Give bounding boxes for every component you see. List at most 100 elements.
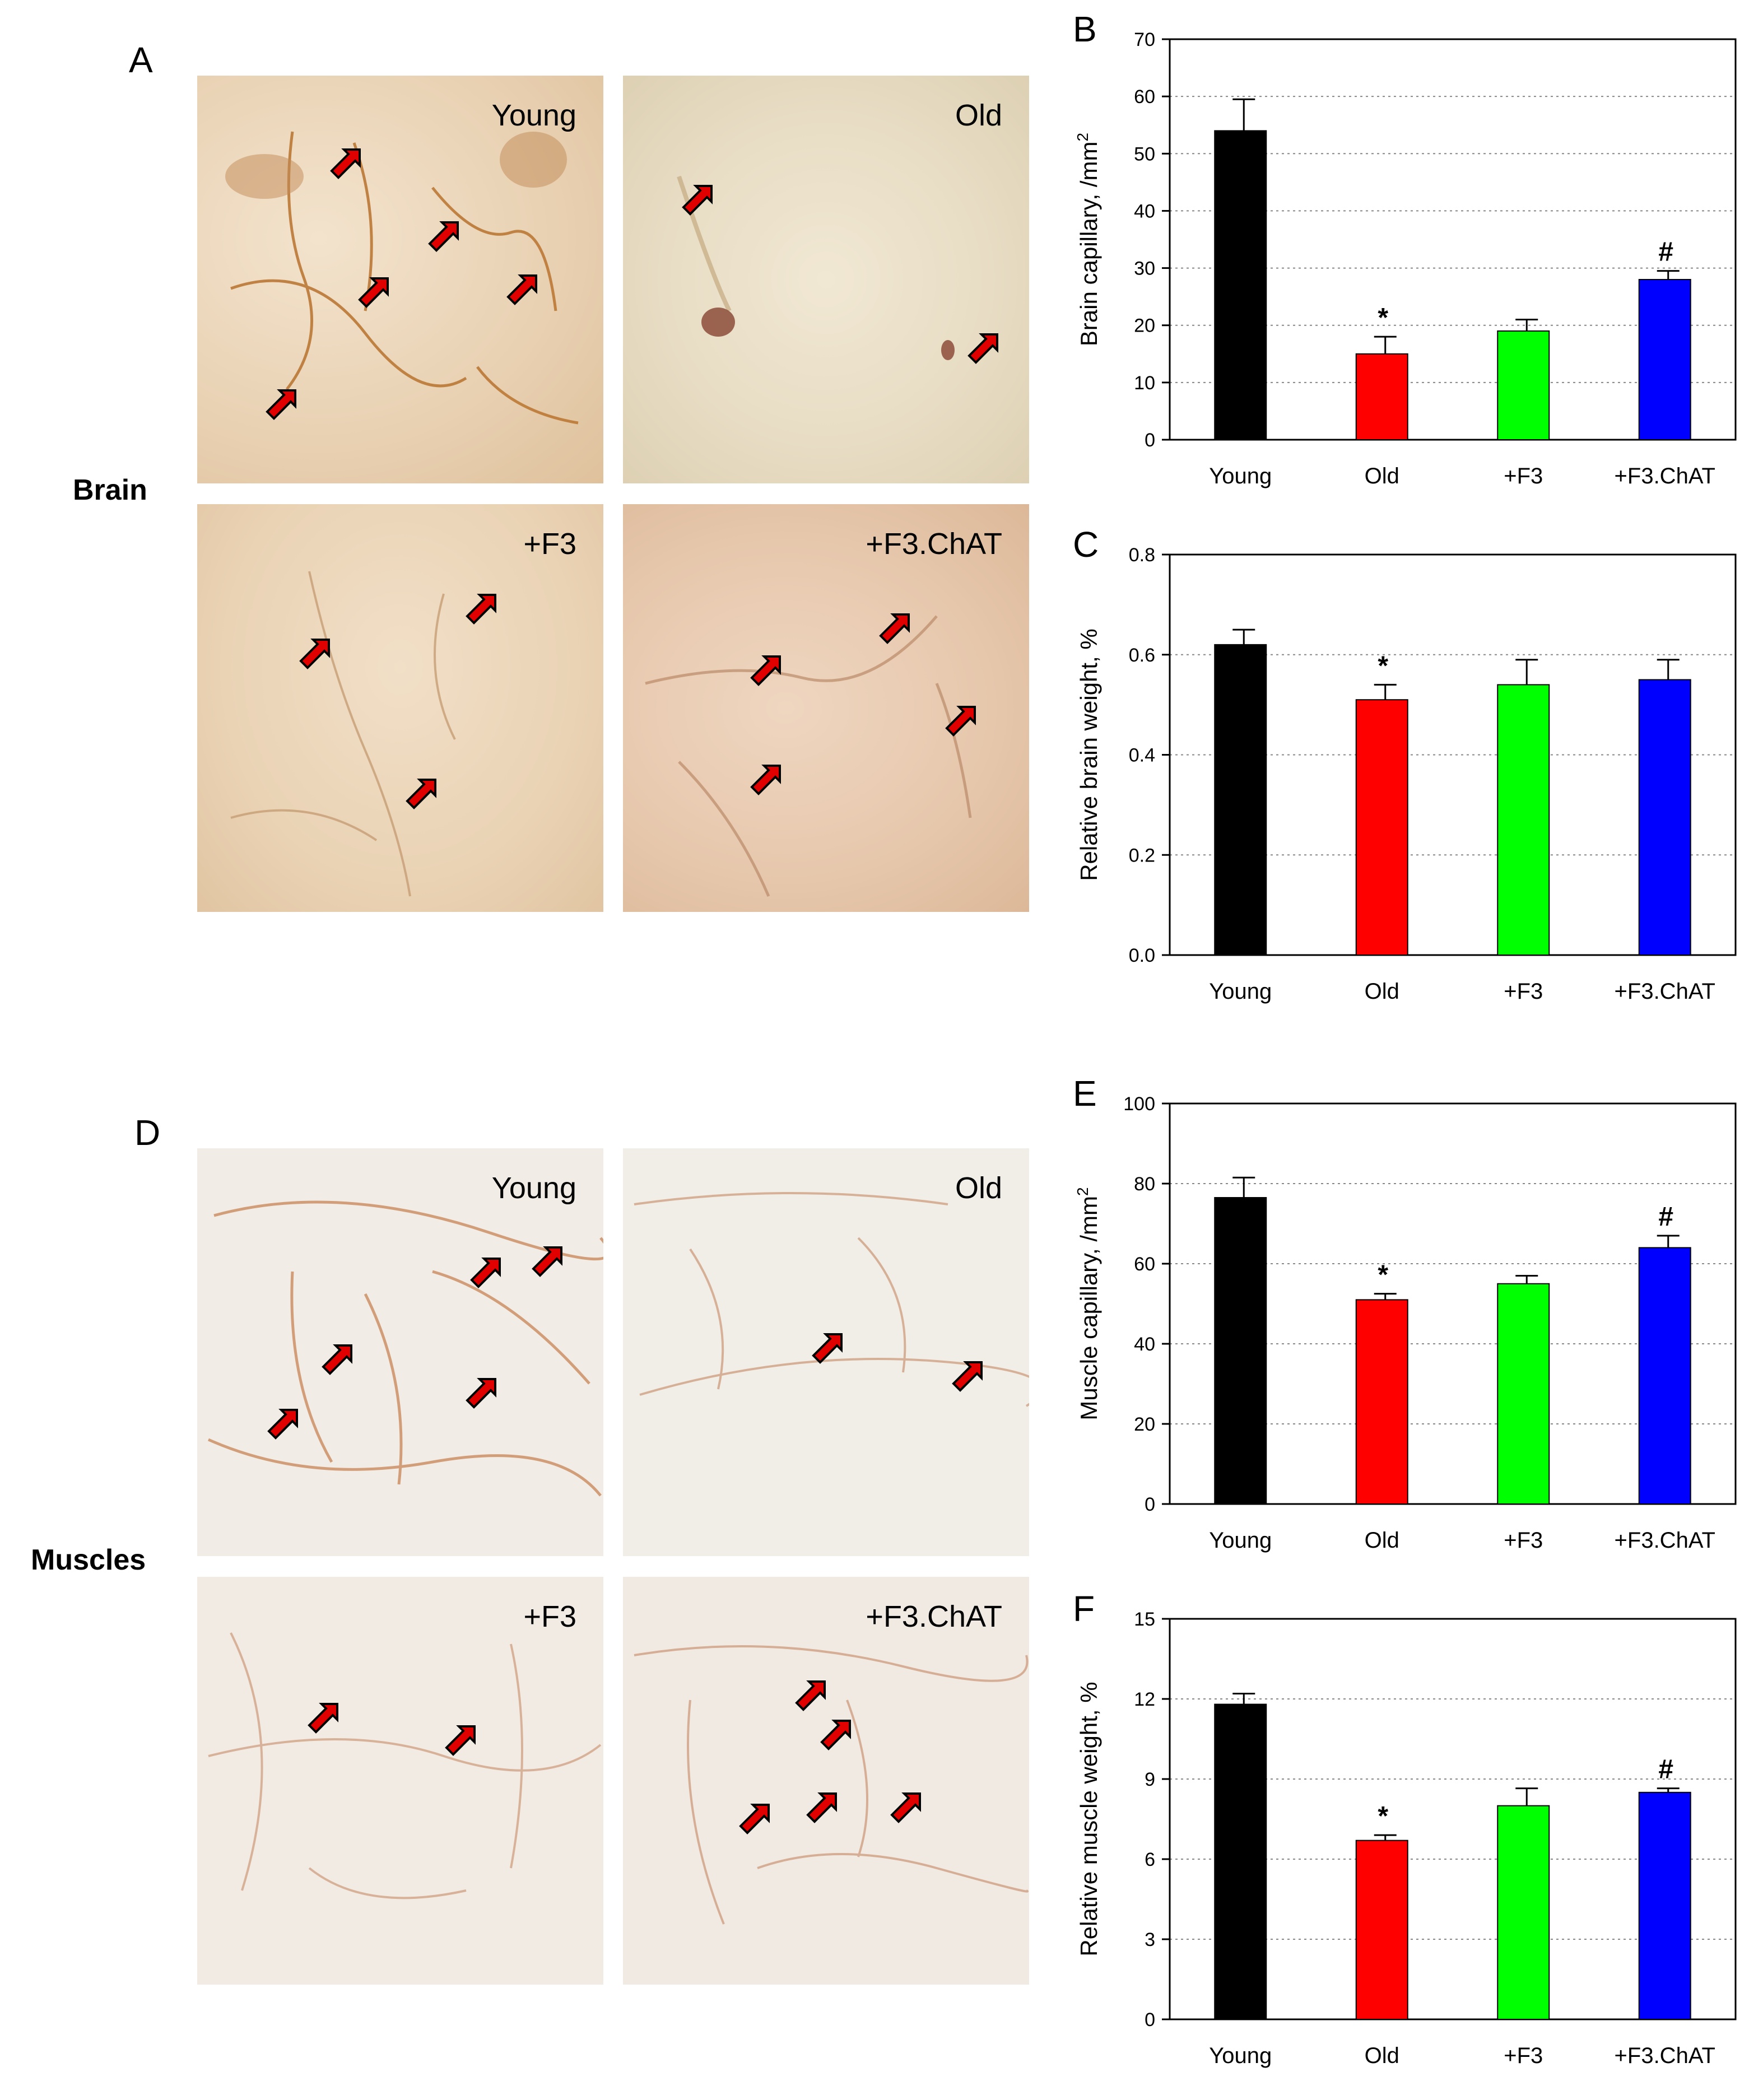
y-axis-label: Brain capillary, /mm2 [1074,133,1102,346]
significance-marker: # [1658,1755,1673,1785]
y-tick-label: 50 [1134,143,1155,165]
y-tick-label: 80 [1134,1174,1155,1195]
y-tick-label: 40 [1134,201,1155,222]
y-tick-label: 20 [1134,1414,1155,1435]
x-tick-label: +F3.ChAT [1615,1528,1715,1553]
y-tick-label: 15 [1134,1609,1155,1630]
y-tick-label: 0.8 [1129,544,1155,566]
micrograph-brain-young: Young [197,76,603,483]
tissue-texture [225,131,579,425]
micrograph-muscle-f3: +F3 [197,1577,603,1985]
bar-young [1214,644,1267,956]
y-tick-label: 40 [1134,1334,1155,1355]
panel-letter-d: D [134,1112,161,1153]
x-tick-label: +F3.ChAT [1615,979,1715,1004]
micrograph-muscle-f3chat: +F3.ChAT [623,1577,1029,1985]
bar-old [1355,699,1408,956]
x-tick-label: Young [1209,464,1272,488]
x-tick-label: +F3 [1504,2043,1543,2068]
y-tick-label: 6 [1145,1849,1155,1870]
y-tick-label: 0 [1145,1494,1155,1515]
y-tick-label: 20 [1134,315,1155,337]
y-tick-label: 0.6 [1129,645,1155,666]
tissue-texture [645,613,976,897]
x-tick-label: Young [1209,979,1272,1004]
x-tick-label: Old [1365,1528,1399,1553]
significance-marker: # [1658,238,1673,267]
bar-f3chat [1638,1791,1691,2020]
bar-young [1214,1703,1267,2020]
bar-f3chat [1638,279,1691,440]
bar-f3chat [1638,679,1691,956]
tissue-texture [230,571,496,897]
micrograph-label: Young [491,99,576,132]
bar-young [1214,1197,1267,1505]
y-tick-label: 60 [1134,1254,1155,1275]
y-tick-label: 0.4 [1129,745,1155,766]
y-tick-label: 0.2 [1129,845,1155,866]
micrograph-muscle-old: Old [623,1148,1029,1556]
bar-young [1214,130,1267,440]
micrograph-label: Old [955,1171,1002,1205]
tissue-texture [634,1645,1029,1925]
y-axis-label: Muscle capillary, /mm2 [1074,1187,1102,1420]
y-axis-label: Relative brain weight, % [1076,628,1102,881]
chart-brain-capillary: 0 10 20 30 40 50 60 70 Brain capillary, /mm2 Youn… [1074,29,1737,488]
significance-marker: * [1378,1801,1388,1831]
x-tick-label: Old [1365,2043,1399,2068]
row-label-brain: Brain [73,474,147,506]
bar-f3 [1497,684,1550,956]
bar-old [1355,1840,1408,2020]
x-tick-label: +F3 [1504,979,1543,1004]
bar-f3 [1497,1805,1550,2020]
y-tick-label: 30 [1134,258,1155,280]
x-tick-label: Young [1209,1528,1272,1553]
x-tick-label: +F3.ChAT [1615,2043,1715,2068]
chart-relative-muscle-weight: 0 3 6 9 12 15 Relative muscle weight, % Young * O… [1076,1609,1737,2068]
x-tick-label: +F3.ChAT [1615,464,1715,488]
bar-f3 [1497,330,1550,441]
bar-f3 [1497,1283,1550,1505]
micrograph-muscle-young: Young [197,1148,603,1556]
y-tick-label: 70 [1134,29,1155,50]
significance-marker: # [1658,1202,1673,1232]
significance-marker: * [1378,1260,1388,1290]
significance-marker: * [1378,303,1388,333]
micrograph-label: +F3.ChAT [866,527,1002,561]
micrograph-brain-f3chat: +F3.ChAT [623,504,1029,912]
bar-f3chat [1638,1247,1691,1505]
micrograph-label: +F3.ChAT [866,1600,1002,1633]
panel-letter-a: A [129,40,153,80]
y-tick-label: 12 [1134,1689,1155,1710]
plot-frame [1169,38,1737,441]
x-tick-label: Young [1209,2043,1272,2068]
row-label-muscles: Muscles [31,1544,146,1576]
bar-old [1355,1299,1408,1505]
significance-marker: * [1378,651,1388,681]
micrograph-label: Young [491,1171,576,1205]
y-tick-label: 100 [1123,1093,1155,1115]
chart-muscle-capillary: 0 20 40 60 80 100 Muscle capillary, /mm2 Young *… [1074,1093,1737,1553]
tissue-texture [677,175,998,364]
panel-letter-c: C [1073,524,1099,565]
x-tick-label: +F3 [1504,464,1543,488]
y-tick-label: 60 [1134,86,1155,108]
y-tick-label: 0 [1145,430,1155,451]
tissue-texture [634,1192,1029,1407]
tissue-texture [208,1632,602,1899]
chart-relative-brain-weight: 0.0 0.2 0.4 0.6 0.8 Relative brain weight, % Y… [1076,544,1737,1004]
micrograph-label: +F3 [523,527,576,561]
y-tick-label: 9 [1145,1769,1155,1790]
tissue-texture [207,1200,603,1497]
y-tick-label: 0 [1145,2009,1155,2031]
micrograph-brain-f3: +F3 [197,504,603,912]
micrograph-label: +F3 [523,1600,576,1633]
y-axis-label-superscript: 2 [1074,1187,1091,1196]
y-tick-label: 0.0 [1129,945,1155,966]
panel-letter-f: F [1073,1589,1095,1629]
x-tick-label: Old [1365,979,1399,1004]
plot-frame [1169,1102,1737,1505]
bar-old [1355,353,1408,440]
y-axis-label: Relative muscle weight, % [1076,1682,1102,1956]
panel-letter-b: B [1073,9,1097,49]
